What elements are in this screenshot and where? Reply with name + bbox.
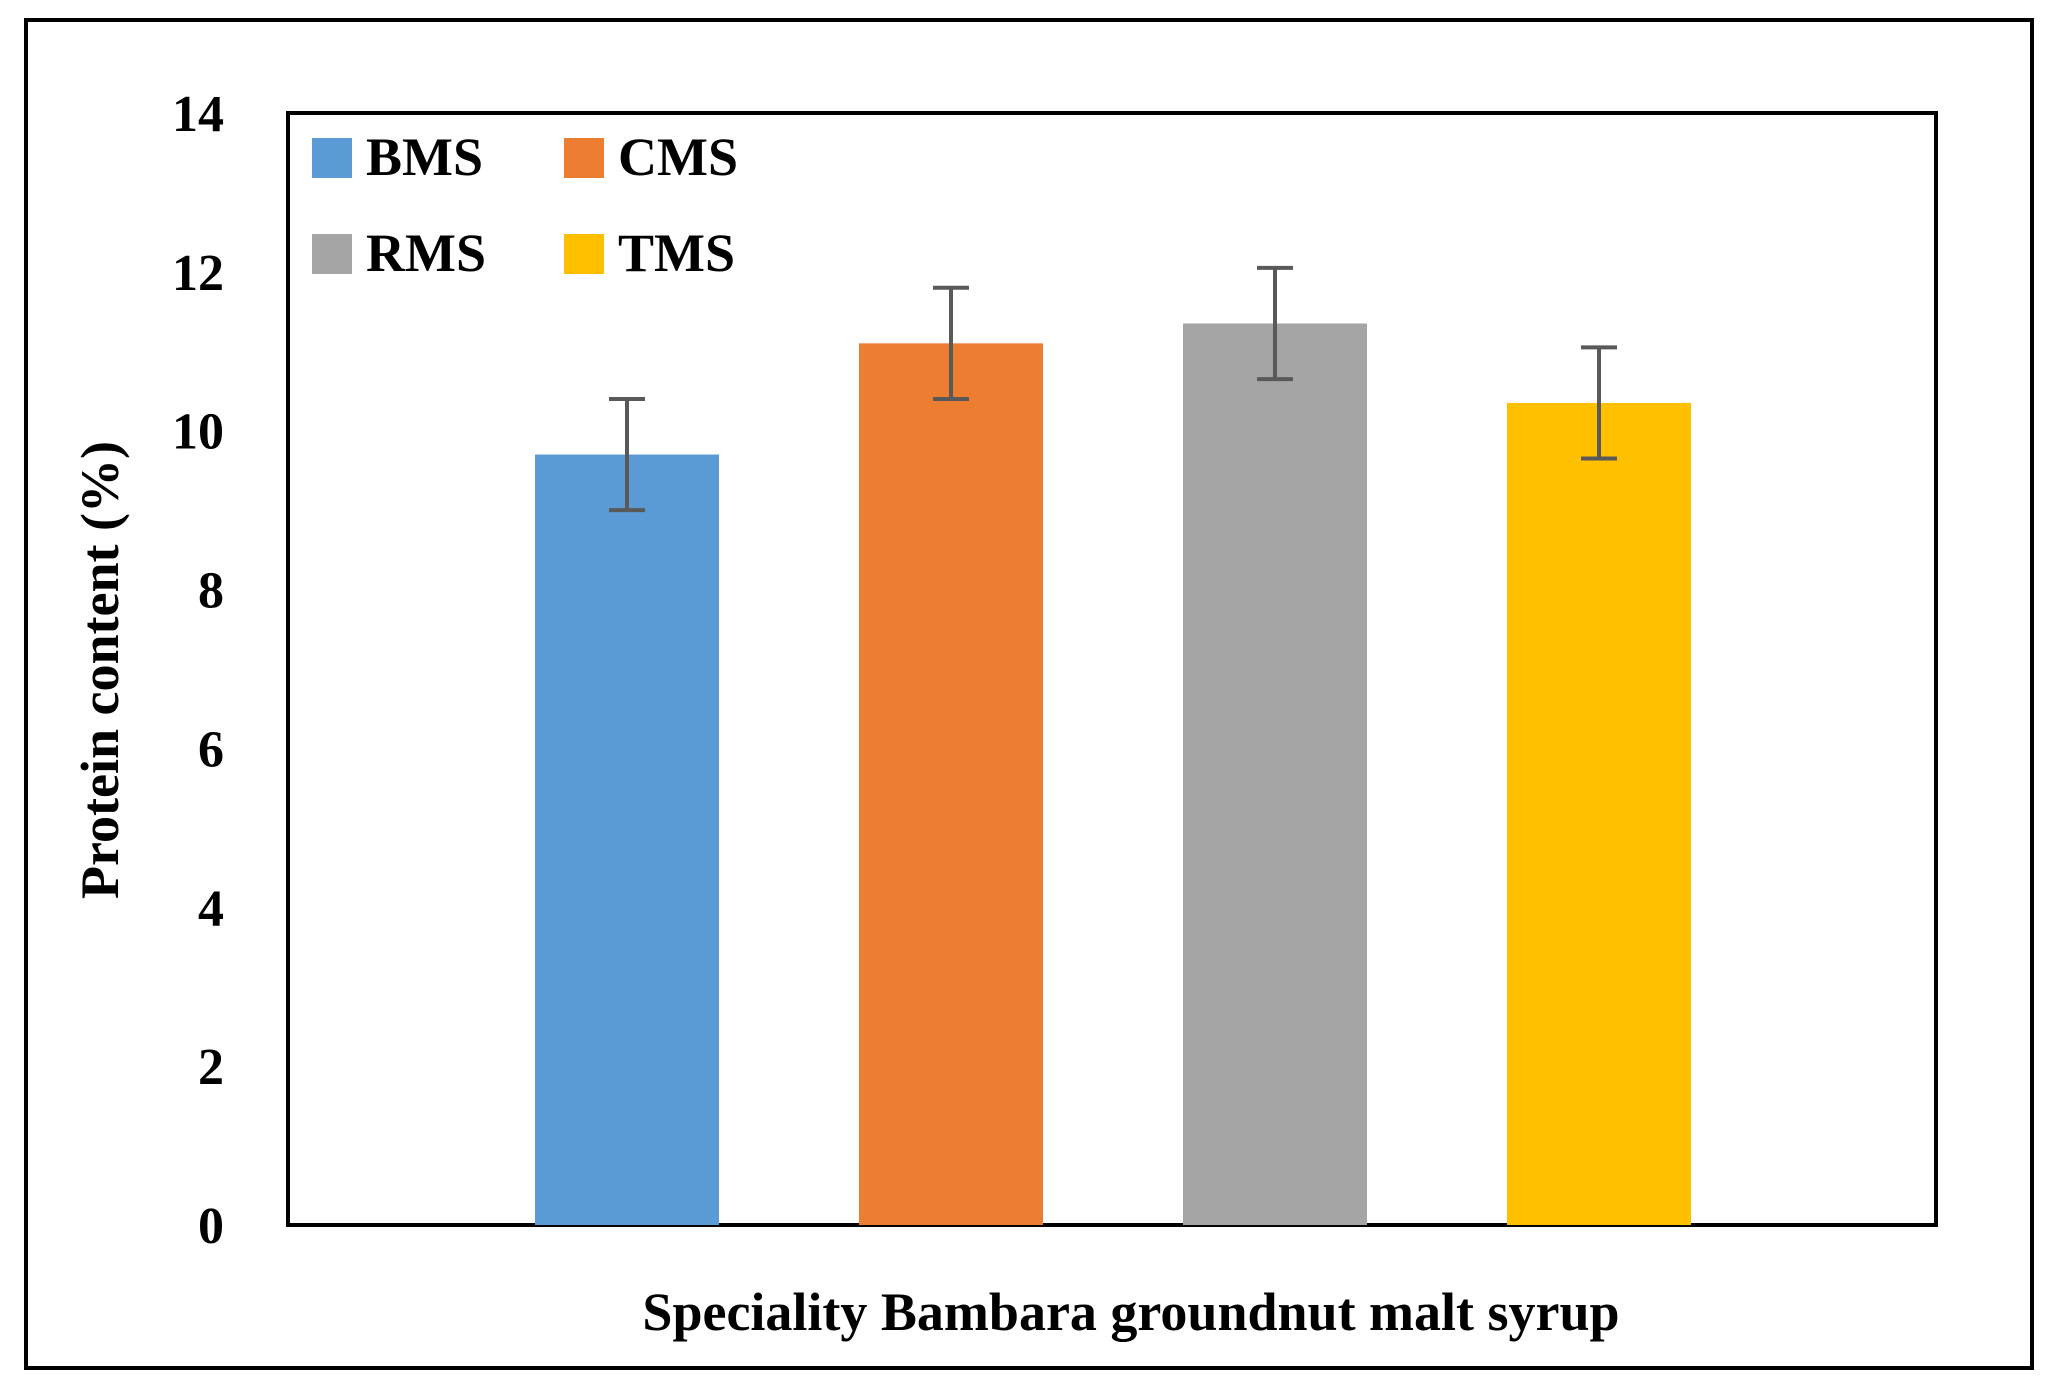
y-tick-label: 8 [198, 563, 224, 620]
bar-rms [1183, 323, 1367, 1225]
bars [535, 323, 1691, 1225]
legend-label: TMS [618, 223, 735, 283]
y-tick-label: 14 [172, 86, 224, 143]
x-axis-title: Speciality Bambara groundnut malt syrup [642, 1282, 1619, 1342]
y-tick-label: 12 [172, 245, 224, 302]
legend-item-rms: RMS [312, 223, 486, 283]
legend-swatch [312, 234, 352, 274]
bar-cms [859, 343, 1043, 1225]
legend-label: BMS [366, 127, 483, 187]
legend-label: CMS [618, 127, 738, 187]
y-axis-title: Protein content (%) [70, 441, 130, 899]
legend-item-tms: TMS [564, 223, 735, 283]
y-axis-ticks: 0 2 4 6 8 10 12 14 [172, 86, 224, 1255]
legend-label: RMS [366, 223, 486, 283]
bar-tms [1507, 402, 1691, 1225]
error-bar-bms [609, 396, 645, 513]
y-tick-label: 4 [198, 880, 224, 937]
y-tick-label: 0 [198, 1198, 224, 1255]
figure-frame [24, 18, 2034, 1370]
error-bars [609, 265, 1617, 513]
legend-item-cms: CMS [564, 127, 738, 187]
error-bar-tms [1581, 345, 1617, 461]
legend-swatch [564, 234, 604, 274]
y-tick-label: 2 [198, 1039, 224, 1096]
legend-swatch [312, 138, 352, 178]
y-tick-label: 10 [172, 404, 224, 461]
legend-item-bms: BMS [312, 127, 483, 187]
error-bar-rms [1257, 265, 1293, 382]
legend: BMS CMS RMS TMS [312, 127, 738, 283]
error-bar-cms [933, 285, 969, 401]
y-tick-label: 6 [198, 721, 224, 778]
bar-bms [535, 454, 719, 1225]
legend-swatch [564, 138, 604, 178]
